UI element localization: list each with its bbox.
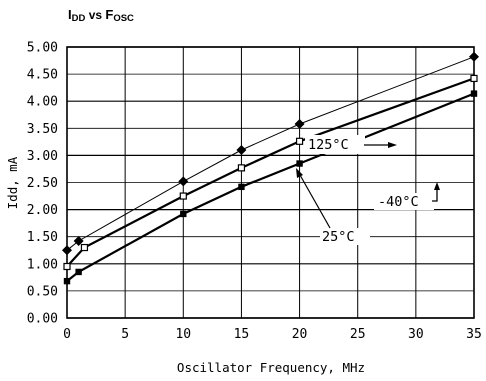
data-series bbox=[62, 51, 479, 285]
data-point bbox=[80, 243, 89, 252]
data-point bbox=[295, 137, 304, 145]
y-tick-label: 4.50 bbox=[27, 68, 58, 83]
data-point bbox=[179, 192, 187, 200]
x-tick-label: 0 bbox=[63, 327, 71, 342]
data-point bbox=[180, 210, 187, 218]
y-tick-label: 2.00 bbox=[27, 203, 58, 218]
series-line bbox=[66, 92, 475, 282]
y-tick-label: 2.50 bbox=[27, 176, 58, 191]
data-point bbox=[75, 268, 82, 276]
y-tick-label: 3.00 bbox=[27, 149, 58, 164]
annotation-minus40c-label: -40°C bbox=[378, 194, 419, 210]
data-point bbox=[469, 51, 479, 62]
title-i-subscript: DD bbox=[72, 13, 86, 24]
data-point bbox=[178, 176, 189, 187]
annotation-125c: 125°C bbox=[305, 135, 397, 154]
data-point bbox=[62, 245, 72, 256]
title-vs: vs bbox=[85, 8, 105, 22]
x-tick-label: 5 bbox=[121, 327, 129, 342]
x-tick-label: 35 bbox=[466, 327, 482, 342]
x-tick-label: 15 bbox=[234, 327, 250, 342]
x-axis-label: Oscillator Frequency, MHz bbox=[177, 360, 365, 375]
y-axis-label: Idd, mA bbox=[5, 156, 20, 209]
data-point bbox=[296, 160, 303, 167]
y-tick-label: 0.00 bbox=[27, 312, 58, 327]
y-tick-label: 0.50 bbox=[27, 284, 58, 299]
title-f-subscript: OSC bbox=[113, 13, 134, 24]
series-line bbox=[66, 77, 475, 268]
x-tick-label: 25 bbox=[350, 327, 366, 342]
data-point bbox=[237, 164, 246, 172]
data-point bbox=[470, 90, 478, 97]
annotation-25c-label: 25°C bbox=[322, 229, 355, 245]
y-tick-label: 1.00 bbox=[27, 257, 58, 272]
title-i: I bbox=[68, 7, 72, 22]
grid bbox=[66, 46, 475, 319]
data-point bbox=[470, 74, 478, 83]
y-tick-label: 4.00 bbox=[27, 95, 58, 110]
data-point bbox=[63, 277, 71, 285]
data-point bbox=[73, 236, 84, 247]
data-point bbox=[294, 118, 305, 129]
data-point bbox=[63, 262, 71, 271]
plot-frame bbox=[66, 46, 475, 319]
y-tick-label: 3.50 bbox=[27, 122, 58, 137]
series-2 bbox=[63, 90, 478, 285]
data-point bbox=[236, 144, 247, 155]
annotation-minus40c: -40°C bbox=[374, 182, 440, 210]
y-tick-label: 5.00 bbox=[27, 41, 58, 56]
title-f: F bbox=[105, 7, 113, 22]
x-tick-label: 30 bbox=[408, 327, 424, 342]
data-point bbox=[238, 183, 245, 191]
y-tick-label: 1.50 bbox=[27, 230, 58, 245]
series-1 bbox=[63, 74, 478, 271]
series-0 bbox=[62, 51, 479, 256]
x-tick-label: 20 bbox=[292, 327, 308, 342]
annotation-25c: 25°C bbox=[296, 168, 370, 245]
annotation-125c-label: 125°C bbox=[308, 137, 349, 153]
x-tick-label: 10 bbox=[175, 327, 191, 342]
chart-title: IDD vs FOSC bbox=[68, 7, 134, 24]
tick-labels: 0 5 10 15 20 25 30 35 0.00 0.50 1.00 1.50 2.00 2.50 3.… bbox=[27, 41, 482, 343]
